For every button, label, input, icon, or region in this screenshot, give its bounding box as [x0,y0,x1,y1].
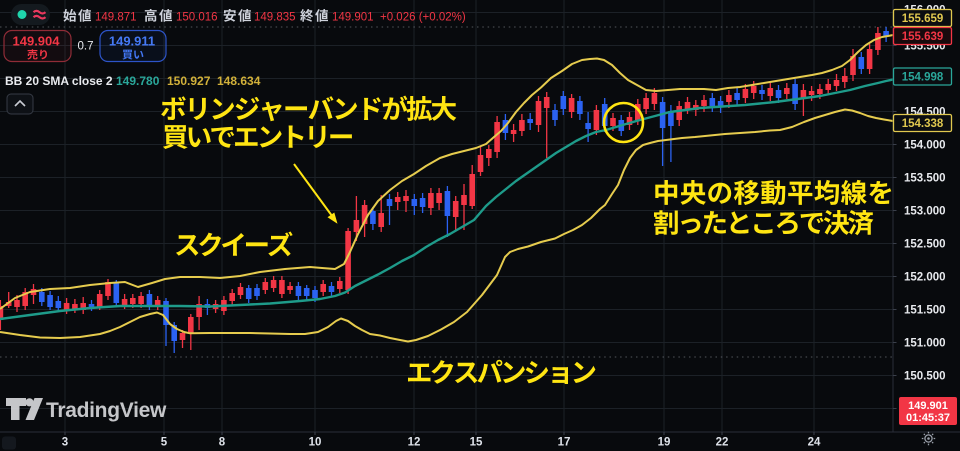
svg-text:149.901: 149.901 [908,400,948,412]
svg-text:149.835: 149.835 [254,12,296,24]
svg-text:152.500: 152.500 [904,239,946,251]
svg-text:149.780: 149.780 [116,74,160,88]
svg-text:149.904: 149.904 [13,34,61,49]
svg-text:149.871: 149.871 [95,12,137,24]
svg-text:155.639: 155.639 [902,31,944,43]
svg-text:149.911: 149.911 [109,34,155,49]
svg-text:10: 10 [309,437,322,449]
svg-text:19: 19 [658,437,671,449]
svg-text:22: 22 [716,437,729,449]
svg-text:152.000: 152.000 [904,272,946,284]
svg-text:153.500: 153.500 [904,173,946,185]
svg-text:0.7: 0.7 [78,41,94,53]
svg-text:24: 24 [808,437,821,449]
svg-text:155.659: 155.659 [902,13,944,25]
svg-text:148.634: 148.634 [217,74,261,88]
svg-text:15: 15 [470,437,483,449]
svg-text:5: 5 [161,437,168,449]
svg-text:3: 3 [62,437,68,449]
svg-text:+0.026 (+0.02%): +0.026 (+0.02%) [380,12,466,24]
svg-text:BB 20 SMA close 2: BB 20 SMA close 2 [5,74,113,88]
svg-text:151.000: 151.000 [904,338,946,350]
svg-text:150.500: 150.500 [904,371,946,383]
svg-text:150.927: 150.927 [167,74,211,88]
svg-text:154.338: 154.338 [902,118,944,130]
svg-text:150.016: 150.016 [176,12,218,24]
svg-text:154.998: 154.998 [902,72,944,84]
svg-text:153.000: 153.000 [904,206,946,218]
svg-text:151.500: 151.500 [904,305,946,317]
svg-text:12: 12 [408,437,421,449]
svg-text:8: 8 [219,437,226,449]
svg-text:149.901: 149.901 [332,12,374,24]
svg-text:01:45:37: 01:45:37 [906,412,950,424]
svg-text:17: 17 [558,437,571,449]
svg-text:TradingView: TradingView [46,399,167,422]
svg-text:154.000: 154.000 [904,140,946,152]
